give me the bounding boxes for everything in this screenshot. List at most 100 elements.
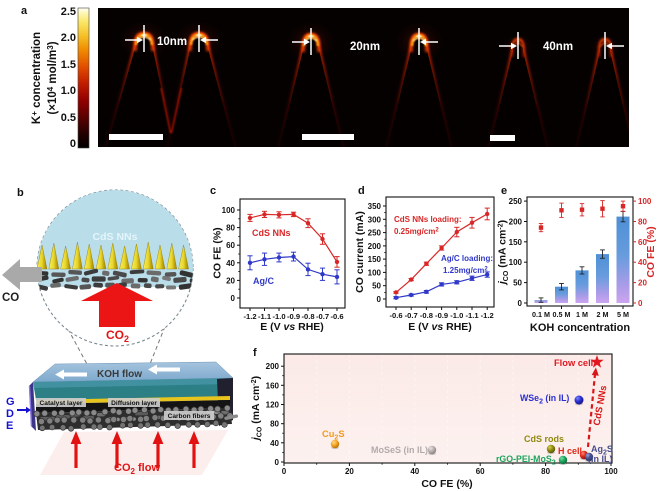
svg-text:Ag2S: Ag2S bbox=[591, 444, 613, 457]
svg-text:0: 0 bbox=[231, 294, 236, 303]
svg-text:40: 40 bbox=[410, 467, 419, 476]
svg-text:80: 80 bbox=[541, 467, 550, 476]
svg-text:f: f bbox=[253, 347, 257, 359]
svg-text:-0.7: -0.7 bbox=[316, 312, 329, 321]
svg-text:100: 100 bbox=[604, 467, 618, 476]
svg-text:0.5: 0.5 bbox=[61, 112, 76, 124]
svg-text:e: e bbox=[501, 185, 507, 197]
svg-text:KOH concentration: KOH concentration bbox=[530, 322, 631, 334]
svg-text:100: 100 bbox=[368, 268, 382, 277]
svg-text:20nm: 20nm bbox=[350, 41, 380, 53]
svg-text:350: 350 bbox=[368, 202, 382, 211]
svg-text:jCO (mA cm-2): jCO (mA cm-2) bbox=[250, 376, 264, 442]
svg-text:CdS rods: CdS rods bbox=[524, 434, 564, 444]
svg-text:2.5: 2.5 bbox=[61, 6, 76, 18]
svg-text:CO2 flow: CO2 flow bbox=[114, 462, 160, 476]
svg-text:40: 40 bbox=[270, 439, 279, 448]
svg-text:60: 60 bbox=[226, 241, 235, 250]
svg-text:G: G bbox=[6, 396, 15, 408]
svg-text:-0.8: -0.8 bbox=[301, 312, 314, 321]
svg-text:-0.8: -0.8 bbox=[420, 311, 433, 320]
svg-text:(×104 mol/m3): (×104 mol/m3) bbox=[46, 41, 59, 114]
svg-text:0: 0 bbox=[638, 299, 643, 308]
svg-text:200: 200 bbox=[266, 362, 280, 371]
svg-text:CO FE (%): CO FE (%) bbox=[212, 227, 224, 278]
svg-text:160: 160 bbox=[266, 381, 280, 390]
svg-text:0: 0 bbox=[70, 138, 76, 150]
svg-text:0: 0 bbox=[282, 467, 287, 476]
svg-text:100: 100 bbox=[638, 197, 652, 206]
svg-text:200: 200 bbox=[368, 242, 382, 251]
svg-text:CO FE (%): CO FE (%) bbox=[645, 226, 657, 277]
svg-text:MoSeS (in IL): MoSeS (in IL) bbox=[371, 445, 428, 455]
svg-text:a: a bbox=[21, 5, 28, 17]
svg-text:CO: CO bbox=[2, 292, 19, 304]
svg-text:Diffusion layer: Diffusion layer bbox=[111, 400, 157, 407]
svg-text:Carbon fibers: Carbon fibers bbox=[168, 413, 211, 420]
svg-text:300: 300 bbox=[368, 215, 382, 224]
svg-text:Flow cell: Flow cell bbox=[554, 358, 593, 368]
svg-text:60: 60 bbox=[638, 238, 647, 247]
svg-text:CO2: CO2 bbox=[106, 328, 129, 344]
svg-text:100: 100 bbox=[222, 206, 236, 215]
svg-text:1.0: 1.0 bbox=[61, 85, 76, 97]
svg-text:KOH flow: KOH flow bbox=[97, 369, 142, 380]
svg-text:-1.0: -1.0 bbox=[272, 312, 285, 321]
svg-text:-1.2: -1.2 bbox=[243, 312, 256, 321]
svg-text:H cell: H cell bbox=[558, 446, 582, 456]
svg-text:WSe2 (in IL): WSe2 (in IL) bbox=[520, 393, 569, 406]
svg-text:5 M: 5 M bbox=[617, 310, 629, 319]
svg-text:-1.2: -1.2 bbox=[481, 311, 494, 320]
svg-text:1.25mg/cm2: 1.25mg/cm2 bbox=[443, 266, 488, 275]
svg-text:-0.6: -0.6 bbox=[330, 312, 343, 321]
svg-text:Ag/C: Ag/C bbox=[253, 276, 274, 286]
svg-text:100: 100 bbox=[509, 258, 523, 267]
svg-text:0: 0 bbox=[518, 299, 523, 308]
svg-text:E (V vs RHE): E (V vs RHE) bbox=[260, 321, 324, 333]
svg-text:CdS NNs loading:: CdS NNs loading: bbox=[394, 215, 462, 224]
svg-text:40: 40 bbox=[638, 258, 647, 267]
svg-text:CO FE (%): CO FE (%) bbox=[421, 478, 472, 490]
svg-text:2 M: 2 M bbox=[597, 310, 609, 319]
svg-text:50: 50 bbox=[513, 279, 522, 288]
svg-text:80: 80 bbox=[270, 420, 279, 429]
svg-text:(in IL): (in IL) bbox=[588, 454, 613, 464]
svg-text:0.1 M: 0.1 M bbox=[532, 310, 550, 319]
svg-text:-0.9: -0.9 bbox=[287, 312, 300, 321]
svg-text:E (V vs RHE): E (V vs RHE) bbox=[408, 321, 472, 333]
svg-text:10nm: 10nm bbox=[157, 36, 187, 48]
svg-text:150: 150 bbox=[368, 255, 382, 264]
svg-text:K+ concentration: K+ concentration bbox=[30, 32, 43, 124]
svg-text:-0.9: -0.9 bbox=[435, 311, 448, 320]
svg-text:jCO (mA cm-2): jCO (mA cm-2) bbox=[497, 220, 511, 286]
svg-text:0.5 M: 0.5 M bbox=[553, 310, 571, 319]
svg-text:-1.0: -1.0 bbox=[450, 311, 463, 320]
svg-text:0.25mg/cm2: 0.25mg/cm2 bbox=[394, 227, 439, 236]
svg-text:0: 0 bbox=[377, 295, 382, 304]
svg-text:-0.7: -0.7 bbox=[405, 311, 418, 320]
svg-text:CdS NNs: CdS NNs bbox=[252, 228, 291, 238]
svg-text:50: 50 bbox=[372, 282, 381, 291]
svg-text:200: 200 bbox=[509, 218, 523, 227]
svg-text:80: 80 bbox=[638, 218, 647, 227]
svg-text:d: d bbox=[358, 185, 365, 197]
svg-text:0: 0 bbox=[275, 458, 280, 467]
svg-text:-1.1: -1.1 bbox=[258, 312, 272, 321]
svg-text:250: 250 bbox=[368, 229, 382, 238]
svg-text:-0.6: -0.6 bbox=[389, 311, 402, 320]
svg-text:E: E bbox=[6, 420, 13, 432]
svg-text:CO current (mA): CO current (mA) bbox=[354, 211, 366, 293]
svg-text:c: c bbox=[210, 185, 216, 197]
svg-text:40: 40 bbox=[226, 259, 235, 268]
svg-text:D: D bbox=[6, 408, 14, 420]
svg-text:CdS NNs: CdS NNs bbox=[93, 231, 138, 243]
svg-text:20: 20 bbox=[638, 279, 647, 288]
svg-text:b: b bbox=[17, 187, 24, 199]
svg-text:150: 150 bbox=[509, 238, 523, 247]
svg-text:80: 80 bbox=[226, 224, 235, 233]
svg-text:-1.1: -1.1 bbox=[465, 311, 479, 320]
svg-text:20: 20 bbox=[226, 276, 235, 285]
svg-text:1 M: 1 M bbox=[576, 310, 588, 319]
svg-text:120: 120 bbox=[266, 401, 280, 410]
svg-text:2.0: 2.0 bbox=[61, 32, 76, 44]
